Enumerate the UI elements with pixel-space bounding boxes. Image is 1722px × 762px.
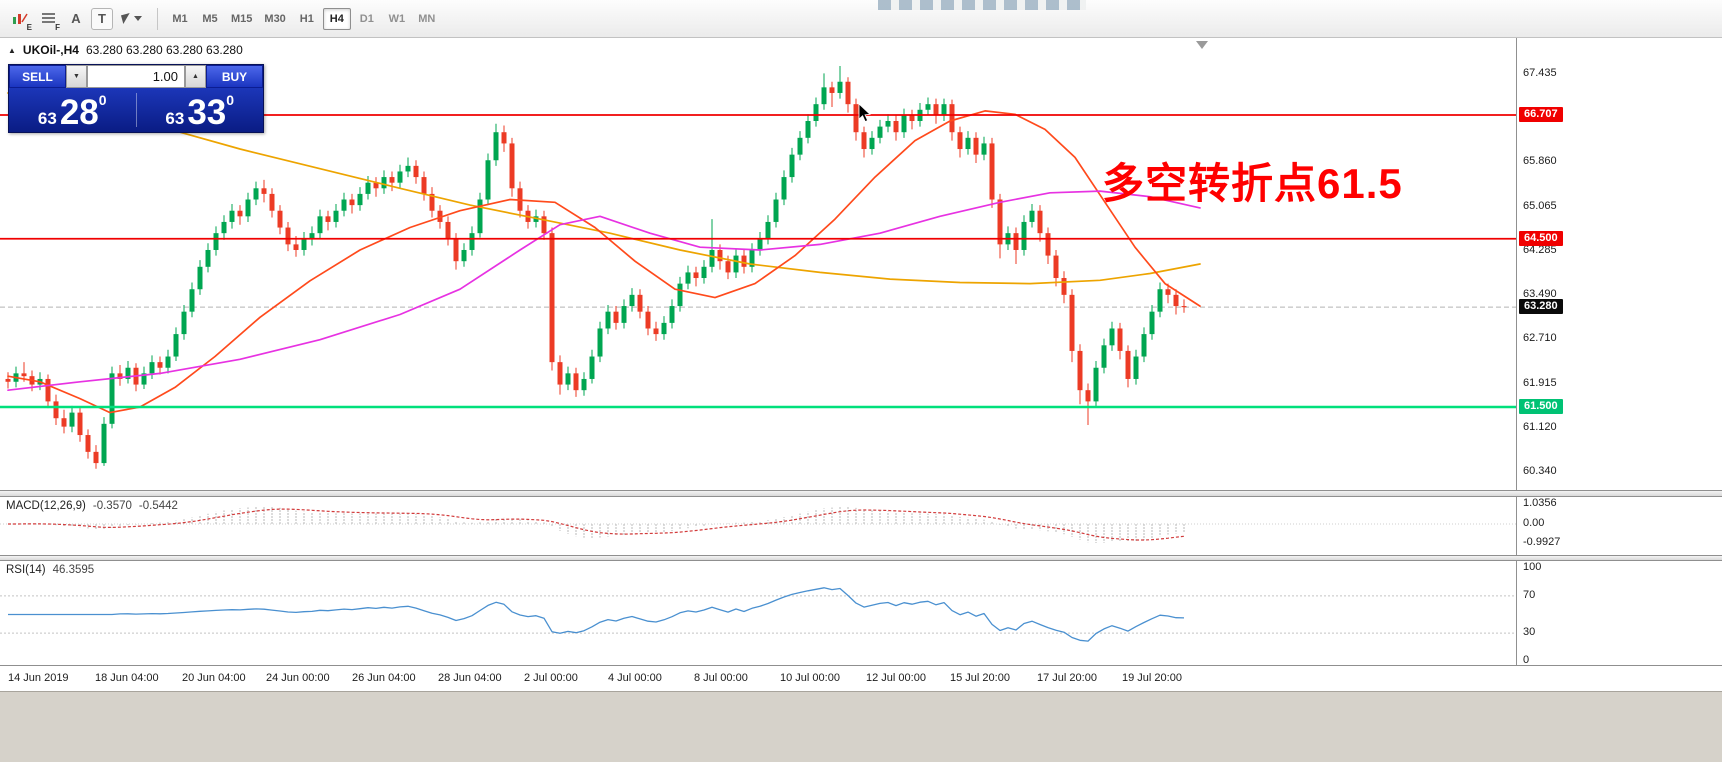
price-tick-label: 60.340: [1523, 465, 1557, 478]
trade-panel-prices: 63 28 0 63 33 0: [9, 88, 263, 132]
indicator-list-icon[interactable]: F: [35, 6, 61, 32]
price-tick-label: 61.915: [1523, 376, 1557, 389]
sell-button[interactable]: SELL: [9, 65, 66, 88]
current-price-badge: 63.280: [1519, 299, 1563, 315]
chart-annotation[interactable]: 多空转折点61.5: [1102, 160, 1403, 207]
pane-splitter[interactable]: [0, 555, 1722, 561]
macd-tick-label: -0.9927: [1523, 536, 1561, 549]
price-level-badge: 64.500: [1519, 230, 1563, 246]
volume-input[interactable]: 1.00: [87, 65, 185, 88]
volume-spinner-icon[interactable]: ▲: [185, 65, 206, 88]
price-chart-pane: ▲ UKOil-,H4 63.280 63.280 63.280 63.280 …: [0, 38, 1722, 490]
price-tick-label: 65.860: [1523, 155, 1557, 168]
rsi-axis[interactable]: 100 70 30 0: [1518, 561, 1718, 666]
price-tick-label: 61.120: [1523, 421, 1557, 434]
price-tick-label: 64.285: [1523, 243, 1557, 256]
timeframe-d1[interactable]: D1: [359, 12, 374, 25]
timeframe-w1[interactable]: W1: [388, 12, 406, 25]
macd-pane: MACD(12,26,9) -0.3570 -0.5442 1.0356 0.00…: [0, 497, 1722, 555]
expert-chart-icon[interactable]: E: [7, 6, 33, 32]
list-glyph: [41, 13, 55, 23]
panel-toggle-icon[interactable]: ▲: [8, 45, 16, 55]
toolbar: E F A T M1 M5 M15 M30 H1 H4 D1: [0, 0, 1722, 38]
mini-chart-glyph: [13, 13, 28, 24]
timeframe-m5[interactable]: M5: [202, 12, 218, 25]
symbol-period-label: UKOil-,H4: [22, 43, 79, 57]
rsi-pane: RSI(14) 46.3595 100 70 30 0: [0, 561, 1722, 666]
time-axis-label: 12 Jul 00:00: [866, 672, 926, 684]
text-box-icon[interactable]: T: [91, 7, 113, 30]
quote-header: ▲ UKOil-,H4 63.280 63.280 63.280 63.280: [8, 43, 243, 57]
macd-main-value: -0.3570: [92, 500, 132, 512]
time-axis-label: 2 Jul 00:00: [524, 672, 578, 684]
time-axis-label: 19 Jul 20:00: [1122, 672, 1182, 684]
buy-price-display[interactable]: 63 33 0: [165, 92, 235, 132]
time-axis-label: 14 Jun 2019: [8, 672, 69, 684]
clipped-toolbar-icons[interactable]: [878, 0, 1086, 10]
time-axis-label: 15 Jul 20:00: [950, 672, 1010, 684]
one-click-trading-panel: SELL ▼ 1.00 ▲ BUY 63 28 0 63 33 0: [8, 64, 264, 133]
time-axis[interactable]: 14 Jun 2019 18 Jun 04:00 20 Jun 04:00 24 Ju…: [0, 665, 1722, 691]
timeframe-m1[interactable]: M1: [172, 12, 188, 25]
timeframe-h4[interactable]: H4: [322, 7, 351, 30]
time-axis-label: 4 Jul 00:00: [608, 672, 662, 684]
cursor-tool-icon[interactable]: [115, 6, 149, 32]
price-tick-label: 63.490: [1523, 288, 1557, 301]
rsi-tick-label: 70: [1523, 588, 1536, 601]
macd-canvas[interactable]: [0, 497, 1517, 555]
timeframe-m15[interactable]: M15: [231, 12, 253, 25]
price-chart-canvas[interactable]: [0, 38, 1517, 490]
macd-label: MACD(12,26,9) -0.3570 -0.5442: [6, 500, 178, 512]
toolbar-separator: [157, 7, 158, 30]
cursor-arrow-glyph: [120, 12, 133, 25]
chevron-down-icon: [134, 16, 142, 21]
timeframe-h1[interactable]: H1: [299, 12, 314, 25]
macd-signal-value: -0.5442: [138, 500, 178, 512]
macd-tick-label: 1.0356: [1523, 497, 1557, 509]
rsi-canvas[interactable]: [0, 561, 1517, 665]
price-level-badge: 61.500: [1519, 399, 1563, 414]
sell-price-display[interactable]: 63 28 0: [37, 92, 107, 132]
rsi-tick-label: 30: [1523, 626, 1536, 639]
price-divider: [135, 93, 137, 127]
price-tick-label: 62.710: [1523, 332, 1557, 345]
time-axis-label: 28 Jun 04:00: [438, 672, 502, 684]
timeframe-mn[interactable]: MN: [418, 12, 436, 25]
trade-panel-controls: SELL ▼ 1.00 ▲ BUY: [9, 65, 263, 88]
rsi-tick-label: 100: [1523, 561, 1542, 573]
sell-dropdown-icon[interactable]: ▼: [66, 65, 87, 88]
bottom-strip: [0, 691, 1722, 762]
price-level-badge: 66.707: [1519, 106, 1563, 122]
rsi-value: 46.3595: [52, 564, 95, 576]
timeframe-m30[interactable]: M30: [264, 12, 286, 25]
macd-tick-label: 0.00: [1523, 517, 1545, 529]
chart-shift-marker-icon[interactable]: [1196, 41, 1208, 49]
time-axis-label: 26 Jun 04:00: [352, 672, 416, 684]
rsi-tick-label: 0: [1523, 654, 1530, 666]
time-axis-label: 20 Jun 04:00: [182, 672, 246, 684]
time-axis-label: 18 Jun 04:00: [95, 672, 159, 684]
time-axis-label: 17 Jul 20:00: [1037, 672, 1097, 684]
ohlc-quotes: 63.280 63.280 63.280 63.280: [85, 43, 243, 57]
price-tick-label: 67.435: [1523, 67, 1557, 80]
time-axis-label: 10 Jul 00:00: [780, 672, 840, 684]
buy-button[interactable]: BUY: [206, 65, 263, 88]
time-axis-label: 8 Jul 00:00: [694, 672, 748, 684]
text-label-icon[interactable]: A: [71, 11, 81, 26]
time-axis-label: 24 Jun 00:00: [266, 672, 330, 684]
price-tick-label: 65.065: [1523, 200, 1557, 213]
macd-axis[interactable]: 1.0356 0.00 -0.9927: [1518, 497, 1718, 555]
pane-splitter[interactable]: [0, 490, 1722, 497]
timeframe-toolbar: M1 M5 M15 M30 H1 H4 D1 W1 MN: [165, 7, 442, 30]
rsi-label: RSI(14) 46.3595: [6, 564, 95, 576]
price-axis[interactable]: 67.435 65.860 65.065 64.285 63.490 62.710 61.9…: [1518, 38, 1718, 490]
mouse-cursor-icon: [858, 103, 872, 128]
